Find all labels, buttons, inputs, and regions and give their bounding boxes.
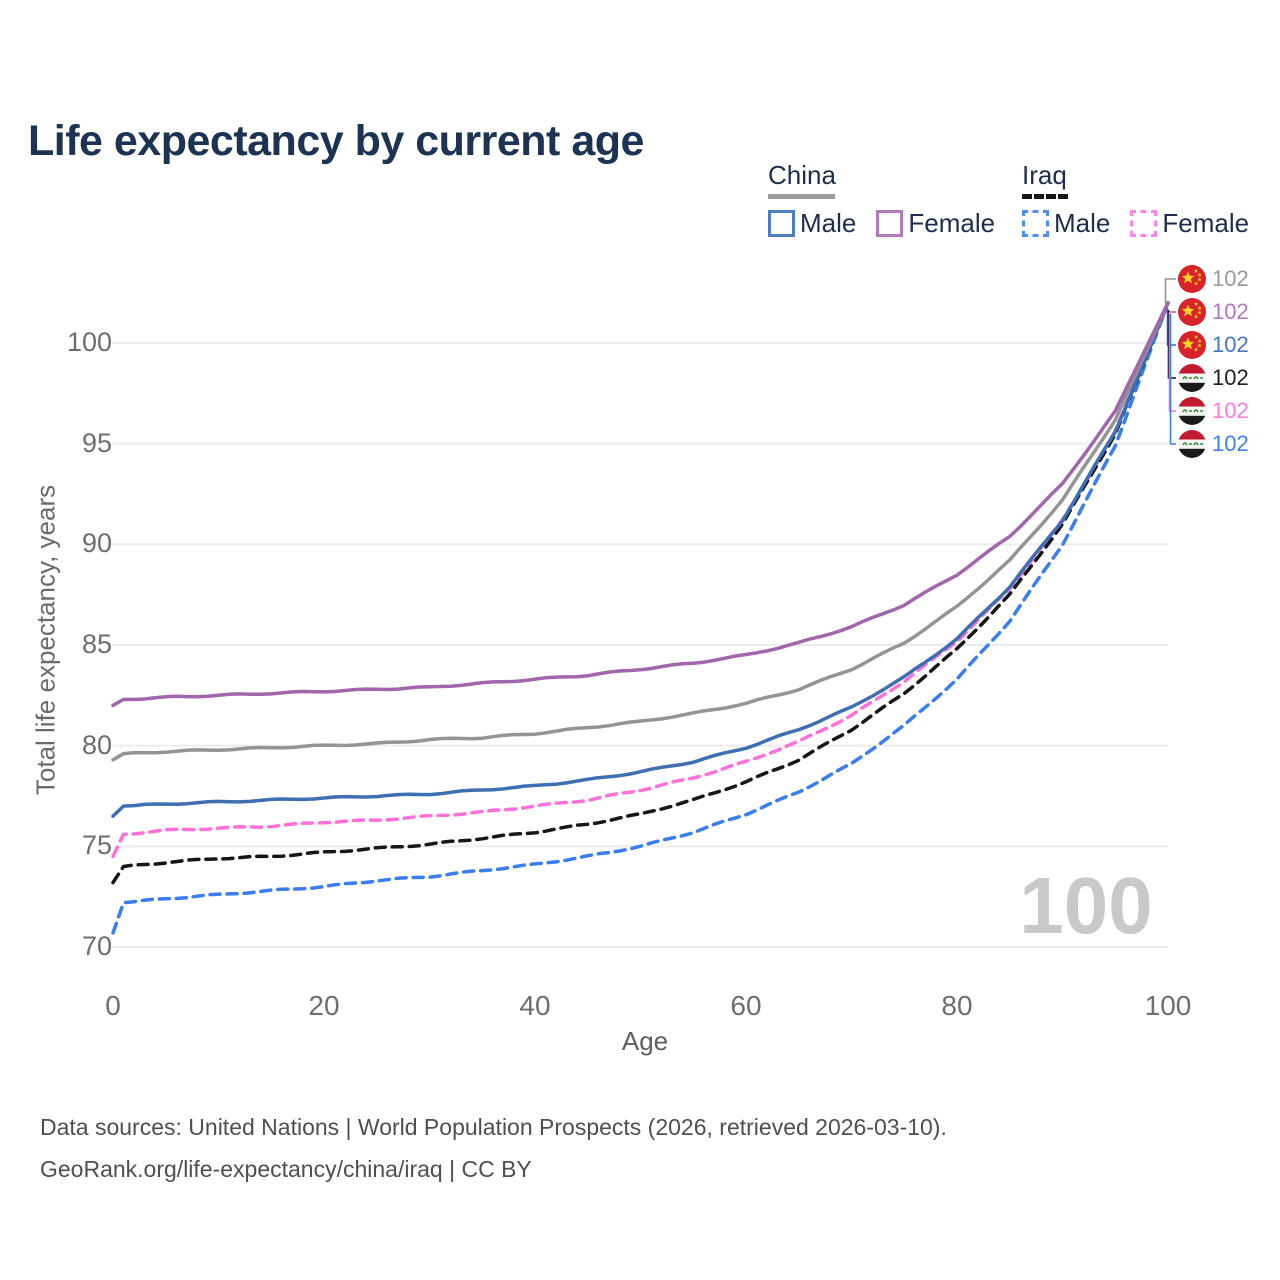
legend-group-iraq: Iraq Male Female (1022, 160, 1269, 239)
attribution-text: GeoRank.org/life-expectancy/china/iraq |… (40, 1156, 532, 1182)
footer: Data sources: United Nations | World Pop… (40, 1106, 947, 1190)
legend-header-china[interactable]: China (768, 160, 836, 190)
legend-line-sample-iraq (1022, 194, 1068, 199)
data-sources-text: Data sources: United Nations | World Pop… (40, 1114, 947, 1140)
legend-label: Female (1162, 208, 1250, 238)
iraq-male-swatch-icon (1022, 210, 1049, 237)
line-iraq-total[interactable] (111, 300, 1170, 885)
x-tick-label: 40 (519, 990, 551, 1021)
end-value-label-iraq-male: 102 (1212, 431, 1249, 456)
end-value-label-china-male: 102 (1212, 332, 1249, 357)
legend-entry-iraq-female[interactable]: Female (1130, 208, 1249, 239)
end-label-connector (1166, 308, 1176, 346)
legend-row-iraq: Male Female (1022, 208, 1269, 239)
end-label-connector (1165, 306, 1176, 313)
y-tick-label: 80 (81, 729, 112, 760)
end-value-label-iraq-female: 102 (1212, 398, 1249, 423)
y-tick-label: 75 (81, 830, 112, 861)
y-tick-label: 70 (81, 930, 112, 961)
end-value-label-china-total: 102 (1212, 266, 1249, 291)
legend-row-china: Male Female (768, 208, 1015, 239)
line-iraq-male[interactable] (111, 300, 1170, 935)
page-title: Life expectancy by current age (28, 116, 644, 165)
legend-label: Male (800, 208, 857, 238)
x-tick-label: 0 (105, 990, 121, 1021)
line-iraq-female[interactable] (111, 300, 1170, 859)
china-flag-icon (1178, 298, 1206, 326)
line-china-male[interactable] (111, 300, 1170, 818)
china-male-swatch-icon (768, 210, 795, 237)
legend-line-sample-china (768, 194, 835, 199)
legend-entry-iraq-male[interactable]: Male (1022, 208, 1110, 239)
end-label-connector (1169, 314, 1176, 445)
legend-label: Female (908, 208, 996, 238)
line-china-total[interactable] (111, 300, 1170, 762)
legend-header-iraq[interactable]: Iraq (1022, 160, 1067, 190)
china-flag-icon (1178, 265, 1206, 293)
china-flag-icon (1178, 331, 1206, 359)
iraq-female-swatch-icon (1130, 210, 1158, 237)
y-tick-label: 90 (81, 528, 112, 559)
iraq-flag-icon (1178, 364, 1206, 392)
iraq-flag-icon (1178, 397, 1206, 425)
x-tick-label: 20 (308, 990, 340, 1021)
iraq-flag-icon (1178, 430, 1206, 458)
end-label-connector (1168, 312, 1176, 412)
x-axis-title: Age (621, 1026, 669, 1056)
end-value-label-iraq-total: 102 (1212, 365, 1249, 390)
y-tick-label: 85 (81, 628, 112, 659)
line-china-female[interactable] (111, 300, 1170, 708)
legend-label: Male (1054, 208, 1111, 238)
y-tick-label: 100 (66, 327, 112, 357)
end-value-label-china-female: 102 (1212, 299, 1249, 324)
current-age-watermark: 100 (1019, 861, 1153, 950)
china-female-swatch-icon (876, 210, 904, 237)
legend-entry-china-male[interactable]: Male (768, 208, 856, 239)
x-tick-label: 80 (941, 990, 973, 1021)
legend-group-china: China Male Female (768, 160, 1015, 239)
x-tick-label: 60 (730, 990, 762, 1021)
y-tick-label: 95 (81, 427, 112, 458)
end-label-connector (1167, 310, 1176, 379)
legend-entry-china-female[interactable]: Female (876, 208, 995, 239)
end-label-connector (1164, 278, 1176, 304)
x-tick-label: 100 (1144, 990, 1192, 1021)
